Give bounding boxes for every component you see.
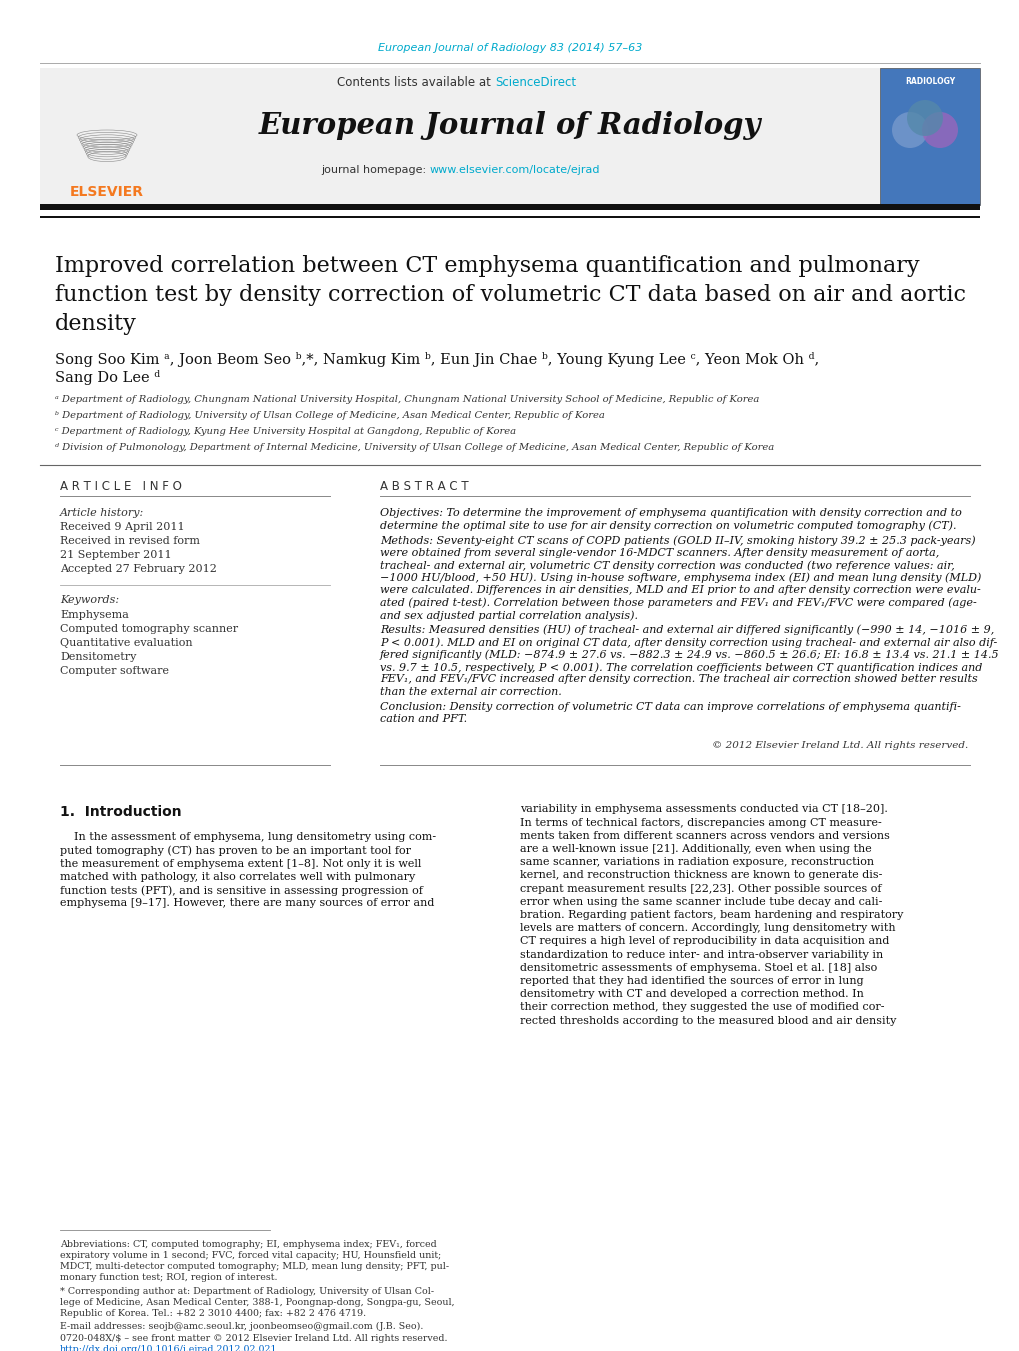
Bar xyxy=(40,216,979,218)
Text: −1000 HU/blood, +50 HU). Using in-house software, emphysema index (EI) and mean : −1000 HU/blood, +50 HU). Using in-house … xyxy=(380,573,980,584)
Text: same scanner, variations in radiation exposure, reconstruction: same scanner, variations in radiation ex… xyxy=(520,858,873,867)
Text: vs. 9.7 ± 10.5, respectively, P < 0.001). The correlation coefficients between C: vs. 9.7 ± 10.5, respectively, P < 0.001)… xyxy=(380,662,981,673)
Text: Accepted 27 February 2012: Accepted 27 February 2012 xyxy=(60,563,217,574)
Text: bration. Regarding patient factors, beam hardening and respiratory: bration. Regarding patient factors, beam… xyxy=(520,911,903,920)
Text: ᶜ Department of Radiology, Kyung Hee University Hospital at Gangdong, Republic o: ᶜ Department of Radiology, Kyung Hee Uni… xyxy=(55,427,516,436)
Text: variability in emphysema assessments conducted via CT [18–20].: variability in emphysema assessments con… xyxy=(520,804,887,815)
Text: P < 0.001). MLD and EI on original CT data, after density correction using trach: P < 0.001). MLD and EI on original CT da… xyxy=(380,638,997,647)
Text: ScienceDirect: ScienceDirect xyxy=(494,76,576,89)
Text: monary function test; ROI, region of interest.: monary function test; ROI, region of int… xyxy=(60,1273,277,1282)
Text: journal homepage:: journal homepage: xyxy=(321,165,430,176)
Text: * Corresponding author at: Department of Radiology, University of Ulsan Col-: * Corresponding author at: Department of… xyxy=(60,1288,434,1296)
Text: Republic of Korea. Tel.: +82 2 3010 4400; fax: +82 2 476 4719.: Republic of Korea. Tel.: +82 2 3010 4400… xyxy=(60,1309,366,1319)
Text: levels are matters of concern. Accordingly, lung densitometry with: levels are matters of concern. According… xyxy=(520,923,895,934)
Ellipse shape xyxy=(906,100,943,136)
Text: fered significantly (MLD: −874.9 ± 27.6 vs. −882.3 ± 24.9 vs. −860.5 ± 26.6; EI:: fered significantly (MLD: −874.9 ± 27.6 … xyxy=(380,650,999,661)
Text: ᵇ Department of Radiology, University of Ulsan College of Medicine, Asan Medical: ᵇ Department of Radiology, University of… xyxy=(55,411,604,420)
Text: and sex adjusted partial correlation analysis).: and sex adjusted partial correlation ana… xyxy=(380,611,637,620)
Text: Results: Measured densities (HU) of tracheal- and external air differed signific: Results: Measured densities (HU) of trac… xyxy=(380,624,994,635)
Text: A B S T R A C T: A B S T R A C T xyxy=(380,480,468,493)
Text: puted tomography (CT) has proven to be an important tool for: puted tomography (CT) has proven to be a… xyxy=(60,846,411,857)
Text: Densitometry: Densitometry xyxy=(60,653,137,662)
Text: Sang Do Lee ᵈ: Sang Do Lee ᵈ xyxy=(55,370,160,385)
Text: Article history:: Article history: xyxy=(60,508,144,517)
Text: Methods: Seventy-eight CT scans of COPD patients (GOLD II–IV, smoking history 39: Methods: Seventy-eight CT scans of COPD … xyxy=(380,535,974,546)
Bar xyxy=(42,72,172,203)
Text: Computed tomography scanner: Computed tomography scanner xyxy=(60,624,237,634)
Text: are a well-known issue [21]. Additionally, even when using the: are a well-known issue [21]. Additionall… xyxy=(520,844,871,854)
Text: cation and PFT.: cation and PFT. xyxy=(380,713,467,724)
Text: Contents lists available at: Contents lists available at xyxy=(337,76,494,89)
Text: Conclusion: Density correction of volumetric CT data can improve correlations of: Conclusion: Density correction of volume… xyxy=(380,701,960,712)
Text: E-mail addresses: seojb@amc.seoul.kr, joonbeomseo@gmail.com (J.B. Seo).: E-mail addresses: seojb@amc.seoul.kr, jo… xyxy=(60,1323,423,1331)
Text: Quantitative evaluation: Quantitative evaluation xyxy=(60,638,193,648)
Text: tracheal- and external air, volumetric CT density correction was conducted (two : tracheal- and external air, volumetric C… xyxy=(380,561,954,570)
Text: emphysema [9–17]. However, there are many sources of error and: emphysema [9–17]. However, there are man… xyxy=(60,898,434,908)
Text: ᵈ Division of Pulmonology, Department of Internal Medicine, University of Ulsan : ᵈ Division of Pulmonology, Department of… xyxy=(55,443,773,453)
Text: ments taken from different scanners across vendors and versions: ments taken from different scanners acro… xyxy=(520,831,889,840)
Text: Received 9 April 2011: Received 9 April 2011 xyxy=(60,521,184,532)
Text: kernel, and reconstruction thickness are known to generate dis-: kernel, and reconstruction thickness are… xyxy=(520,870,881,881)
Text: RADIOLOGY: RADIOLOGY xyxy=(904,77,954,86)
Text: 0720-048X/$ – see front matter © 2012 Elsevier Ireland Ltd. All rights reserved.: 0720-048X/$ – see front matter © 2012 El… xyxy=(60,1333,447,1343)
Text: Song Soo Kim ᵃ, Joon Beom Seo ᵇ,*, Namkug Kim ᵇ, Eun Jin Chae ᵇ, Young Kyung Lee: Song Soo Kim ᵃ, Joon Beom Seo ᵇ,*, Namku… xyxy=(55,353,818,367)
Bar xyxy=(40,68,979,205)
Text: were calculated. Differences in air densities, MLD and EI prior to and after den: were calculated. Differences in air dens… xyxy=(380,585,980,594)
Text: Abbreviations: CT, computed tomography; EI, emphysema index; FEV₁, forced: Abbreviations: CT, computed tomography; … xyxy=(60,1240,436,1250)
Text: error when using the same scanner include tube decay and cali-: error when using the same scanner includ… xyxy=(520,897,881,907)
Text: lege of Medicine, Asan Medical Center, 388-1, Poongnap-dong, Songpa-gu, Seoul,: lege of Medicine, Asan Medical Center, 3… xyxy=(60,1298,454,1306)
Text: standardization to reduce inter- and intra-observer variability in: standardization to reduce inter- and int… xyxy=(520,950,882,959)
Text: Objectives: To determine the improvement of emphysema quantification with densit: Objectives: To determine the improvement… xyxy=(380,508,961,517)
Text: Computer software: Computer software xyxy=(60,666,169,676)
Text: Emphysema: Emphysema xyxy=(60,611,128,620)
Text: densitometric assessments of emphysema. Stoel et al. [18] also: densitometric assessments of emphysema. … xyxy=(520,963,876,973)
Text: FEV₁, and FEV₁/FVC increased after density correction. The tracheal air correcti: FEV₁, and FEV₁/FVC increased after densi… xyxy=(380,674,977,685)
Text: © 2012 Elsevier Ireland Ltd. All rights reserved.: © 2012 Elsevier Ireland Ltd. All rights … xyxy=(711,740,967,750)
Text: Keywords:: Keywords: xyxy=(60,594,119,605)
Text: crepant measurement results [22,23]. Other possible sources of: crepant measurement results [22,23]. Oth… xyxy=(520,884,880,894)
Text: ᵃ Department of Radiology, Chungnam National University Hospital, Chungnam Natio: ᵃ Department of Radiology, Chungnam Nati… xyxy=(55,394,758,404)
Text: www.elsevier.com/locate/ejrad: www.elsevier.com/locate/ejrad xyxy=(430,165,600,176)
Text: European Journal of Radiology 83 (2014) 57–63: European Journal of Radiology 83 (2014) … xyxy=(377,43,642,53)
Text: 21 September 2011: 21 September 2011 xyxy=(60,550,171,561)
Text: In the assessment of emphysema, lung densitometry using com-: In the assessment of emphysema, lung den… xyxy=(60,832,436,843)
Ellipse shape xyxy=(921,112,957,149)
Text: Improved correlation between CT emphysema quantification and pulmonary
function : Improved correlation between CT emphysem… xyxy=(55,255,965,335)
Text: MDCT, multi-detector computed tomography; MLD, mean lung density; PFT, pul-: MDCT, multi-detector computed tomography… xyxy=(60,1262,448,1271)
Text: 1.  Introduction: 1. Introduction xyxy=(60,804,181,819)
Text: determine the optimal site to use for air density correction on volumetric compu: determine the optimal site to use for ai… xyxy=(380,520,956,531)
Ellipse shape xyxy=(892,112,927,149)
Text: expiratory volume in 1 second; FVC, forced vital capacity; HU, Hounsfield unit;: expiratory volume in 1 second; FVC, forc… xyxy=(60,1251,441,1260)
Text: rected thresholds according to the measured blood and air density: rected thresholds according to the measu… xyxy=(520,1016,896,1025)
Text: ated (paired t-test). Correlation between those parameters and FEV₁ and FEV₁/FVC: ated (paired t-test). Correlation betwee… xyxy=(380,597,976,608)
Text: were obtained from several single-vendor 16-MDCT scanners. After density measure: were obtained from several single-vendor… xyxy=(380,547,938,558)
Bar xyxy=(879,68,979,205)
Text: A R T I C L E   I N F O: A R T I C L E I N F O xyxy=(60,480,181,493)
Text: reported that they had identified the sources of error in lung: reported that they had identified the so… xyxy=(520,977,863,986)
Text: CT requires a high level of reproducibility in data acquisition and: CT requires a high level of reproducibil… xyxy=(520,936,889,947)
Text: the measurement of emphysema extent [1–8]. Not only it is well: the measurement of emphysema extent [1–8… xyxy=(60,859,421,869)
Text: ELSEVIER: ELSEVIER xyxy=(70,185,144,199)
Text: densitometry with CT and developed a correction method. In: densitometry with CT and developed a cor… xyxy=(520,989,863,1000)
Text: their correction method, they suggested the use of modified cor-: their correction method, they suggested … xyxy=(520,1002,883,1012)
Text: function tests (PFT), and is sensitive in assessing progression of: function tests (PFT), and is sensitive i… xyxy=(60,885,423,896)
Text: than the external air correction.: than the external air correction. xyxy=(380,688,561,697)
Text: European Journal of Radiology: European Journal of Radiology xyxy=(259,111,760,139)
Text: matched with pathology, it also correlates well with pulmonary: matched with pathology, it also correlat… xyxy=(60,873,415,882)
Text: http://dx.doi.org/10.1016/j.ejrad.2012.02.021: http://dx.doi.org/10.1016/j.ejrad.2012.0… xyxy=(60,1346,277,1351)
Text: In terms of technical factors, discrepancies among CT measure-: In terms of technical factors, discrepan… xyxy=(520,817,880,828)
Text: Received in revised form: Received in revised form xyxy=(60,536,200,546)
Bar xyxy=(40,204,979,209)
